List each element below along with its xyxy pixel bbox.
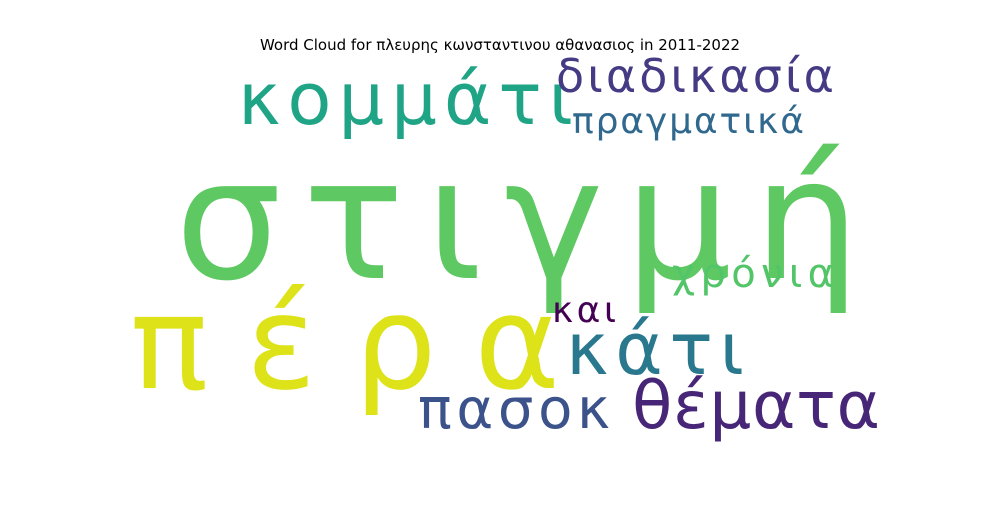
word-10: και: [552, 290, 616, 331]
word-9: πασοκ: [418, 377, 610, 442]
word-8: θέματα: [632, 367, 880, 444]
word-3: κομμάτι: [238, 57, 573, 141]
chart-title: Word Cloud for πλευρης κωνσταντινου αθαν…: [259, 36, 741, 54]
word-5: πραγματικά: [572, 101, 804, 142]
word-4: διαδικασία: [556, 49, 834, 103]
